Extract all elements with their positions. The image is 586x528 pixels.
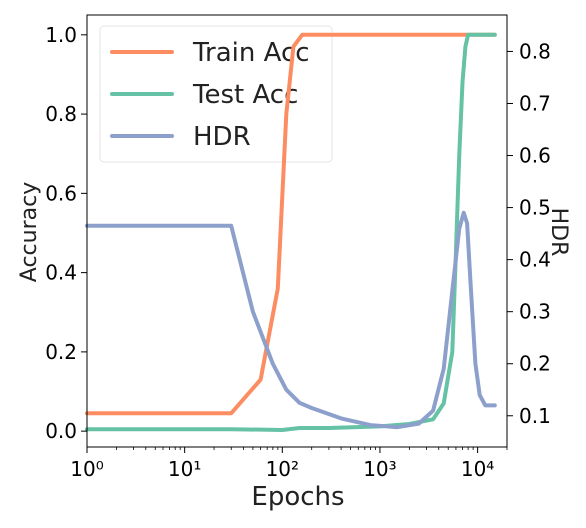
series-line-test-acc xyxy=(85,32,497,432)
y-tick-label: 0.4 xyxy=(45,261,77,285)
series-line-train-acc xyxy=(85,32,497,416)
axes xyxy=(86,14,508,448)
ticks: 10⁰ 10¹ 10² 10³ 10⁴ 0.0 0.2 0.4 0.6 0.8 1.0 0.1 0.2 0… xyxy=(45,23,551,481)
y-tick-label: 0.2 xyxy=(45,340,77,364)
x-tick-label: 10³ xyxy=(363,457,396,481)
y-axis-title: Accuracy xyxy=(17,182,42,282)
y2-tick-label: 0.2 xyxy=(519,352,551,376)
y2-tick-label: 0.7 xyxy=(519,91,551,115)
y2-tick-label: 0.4 xyxy=(519,248,551,272)
y-tick-label: 0.8 xyxy=(45,102,77,126)
y-tick-label: 0.6 xyxy=(45,181,77,205)
legend-label-test-acc: Test Acc xyxy=(192,80,298,110)
y-tick-label: 1.0 xyxy=(45,23,77,47)
y2-axis-title: HDR xyxy=(546,208,571,257)
y2-tick-label: 0.5 xyxy=(519,196,551,220)
x-tick-label: 10⁴ xyxy=(461,457,494,481)
plot-frame xyxy=(86,14,508,448)
x-tick-label: 10² xyxy=(266,457,299,481)
legend-label-hdr: HDR xyxy=(193,122,251,152)
y2-tick-label: 0.3 xyxy=(519,300,551,324)
y2-tick-label: 0.1 xyxy=(519,404,551,428)
y2-tick-label: 0.6 xyxy=(519,144,551,168)
x-axis-title: Epochs xyxy=(251,482,344,512)
series-line-hdr xyxy=(85,210,497,430)
x-tick-label: 10¹ xyxy=(168,457,201,481)
series-layer xyxy=(85,32,497,432)
y-tick-label: 0.0 xyxy=(45,419,77,443)
x-tick-label: 10⁰ xyxy=(70,457,103,481)
y2-tick-label: 0.8 xyxy=(519,39,551,63)
legend-box xyxy=(99,25,333,163)
